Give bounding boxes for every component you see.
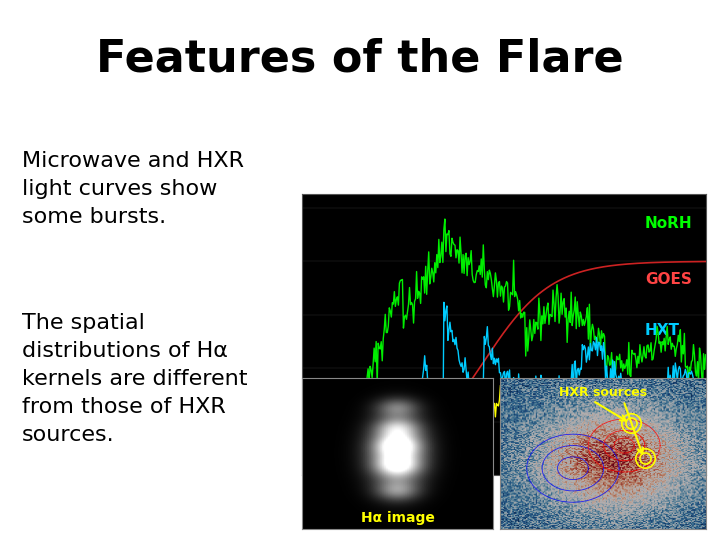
- Y-axis label: GOES Flux [W/m²]: GOES Flux [W/m²]: [287, 291, 297, 379]
- Text: Features of the Flare: Features of the Flare: [96, 38, 624, 81]
- Text: HXT: HXT: [645, 323, 680, 338]
- X-axis label: Time (Aug. 10, 2001): Time (Aug. 10, 2001): [453, 481, 555, 491]
- Text: The spatial
distributions of Hα
kernels are different
from those of HXR
sources.: The spatial distributions of Hα kernels …: [22, 313, 247, 445]
- Text: Sartorius: Sartorius: [593, 435, 672, 450]
- Text: HXR sources: HXR sources: [559, 386, 647, 399]
- Text: GOES: GOES: [645, 272, 692, 287]
- Text: Microwave and HXR
light curves show
some bursts.: Microwave and HXR light curves show some…: [22, 151, 243, 227]
- Text: Hα image: Hα image: [361, 511, 435, 525]
- Text: NoRH: NoRH: [645, 216, 693, 231]
